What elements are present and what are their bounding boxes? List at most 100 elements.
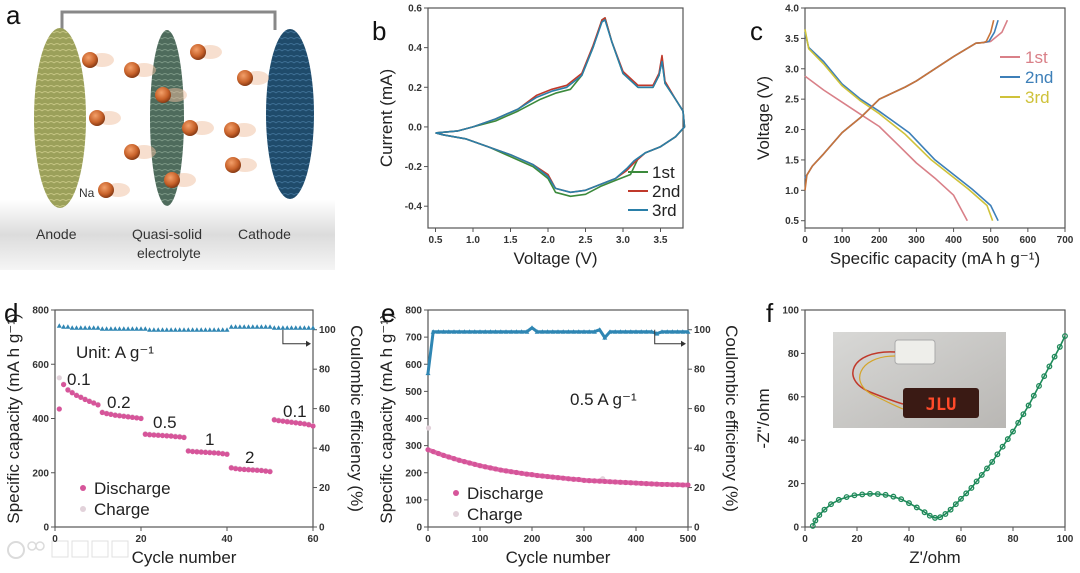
ce-point (680, 329, 686, 334)
series-line-Nyquist (812, 335, 1066, 527)
axes-frame (804, 7, 1066, 229)
ce-point (246, 324, 251, 329)
ce-point (56, 323, 62, 328)
discharge-point (280, 418, 286, 424)
ce-point (623, 329, 629, 334)
discharge-point (194, 449, 200, 455)
legend-label-charge: Charge (467, 505, 523, 524)
cathode-fiber (266, 29, 314, 199)
ce-point (289, 325, 294, 330)
discharge-point (571, 476, 577, 482)
legend-marker-discharge (453, 490, 459, 496)
y-tick-label: 100 (405, 495, 422, 506)
panel-label-a: a (6, 0, 21, 30)
ce-point (104, 326, 110, 331)
ce-point (194, 327, 200, 332)
discharge-point (534, 472, 540, 479)
ce-point (612, 329, 618, 334)
discharge-point (643, 481, 650, 487)
x-tick-label: 100 (1057, 534, 1074, 545)
discharge-point (607, 479, 613, 485)
annotation-rate-label: 0.1 (67, 370, 91, 389)
y2-tick-label: 20 (319, 483, 331, 494)
discharge-point (202, 449, 209, 456)
ce-point (675, 329, 681, 334)
ce-point (129, 326, 135, 331)
ce-point (267, 324, 273, 329)
y2-tick-label: 100 (319, 325, 336, 336)
ce-point (293, 325, 299, 330)
y-axis-label: Voltage (V) (754, 76, 773, 160)
y-axis-label: Specific capacity (mA h g⁻¹) (377, 313, 396, 523)
discharge-point (86, 398, 92, 405)
nyquist-point (1025, 402, 1032, 409)
ce-point (560, 329, 566, 334)
discharge-point (685, 482, 691, 488)
y2-tick-label: 60 (319, 404, 331, 415)
nyquist-point (1056, 343, 1063, 350)
nyquist-point (821, 506, 828, 513)
watermark-logo (7, 540, 129, 559)
discharge-point (172, 434, 178, 440)
discharge-point (565, 476, 572, 482)
inset-photo-led-display: JLU (833, 332, 1006, 428)
nyquist-point (874, 491, 881, 497)
discharge-point (301, 421, 307, 427)
ce-point (91, 325, 97, 330)
discharge-point (623, 479, 629, 486)
nyquist-point (989, 458, 996, 465)
ce-point (493, 329, 499, 334)
sodium-ion-sphere (82, 52, 98, 68)
ce-point (545, 329, 551, 334)
ce-point (628, 329, 634, 334)
discharge-point (151, 432, 157, 438)
x-tick-label: 0 (52, 534, 58, 545)
chart-panel-b: b 0.5 1.0 1.5 2.0 2.5 3.0 3.5 -0.4 -0.2 0.0 0.2 0.4 0… (372, 4, 686, 268)
nyquist-point (906, 500, 912, 507)
x-tick-label: 100 (834, 235, 851, 246)
discharge-point (177, 434, 183, 440)
ce-point (451, 329, 457, 334)
y-tick-label: 0.5 (785, 216, 799, 227)
series-line-2nd-charge (804, 19, 999, 179)
y2-tick-label: 40 (319, 444, 331, 455)
x-tick-label: 80 (1007, 534, 1019, 545)
sodium-ion-sphere (124, 62, 140, 78)
discharge-point (425, 447, 431, 453)
x-tick-label: 20 (851, 534, 863, 545)
legend-label-3rd: 3rd (1025, 88, 1050, 107)
y-tick-label: 1.0 (785, 186, 799, 197)
discharge-point (241, 466, 247, 473)
ce-point (482, 329, 488, 334)
nyquist-point (978, 471, 985, 478)
y2-tick-label: 20 (694, 483, 706, 494)
discharge-point (134, 415, 140, 421)
nyquist-point (1041, 373, 1048, 380)
ce-point (643, 329, 649, 334)
discharge-point (108, 411, 114, 418)
nyquist-point (859, 491, 866, 498)
ce-point (571, 329, 577, 334)
ce-point (177, 327, 183, 332)
ce-axis-arrow (654, 329, 684, 345)
ce-point (425, 370, 431, 376)
ce-point (78, 325, 84, 330)
ce-point (498, 329, 504, 334)
anode-label: Anode (36, 226, 77, 242)
ce-point (461, 329, 467, 334)
y-tick-label: 0 (793, 523, 799, 534)
legend-label-charge: Charge (94, 500, 150, 519)
battery-schematic: a Anode Quasi-solid electrolyte Cathode … (0, 0, 335, 270)
ce-trace (426, 325, 688, 374)
x-tick-label: 400 (945, 235, 962, 246)
ce-point (121, 326, 127, 331)
legend-marker-charge (453, 511, 459, 517)
discharge-point (138, 415, 144, 422)
discharge-point (121, 413, 127, 419)
y-tick-label: 0.4 (408, 43, 422, 54)
sodium-ion-sphere (98, 182, 114, 198)
x-tick-label: 400 (628, 534, 645, 545)
y-axis-label: Current (mA) (377, 69, 396, 167)
anode-fiber (34, 28, 86, 208)
discharge-point (271, 417, 277, 423)
